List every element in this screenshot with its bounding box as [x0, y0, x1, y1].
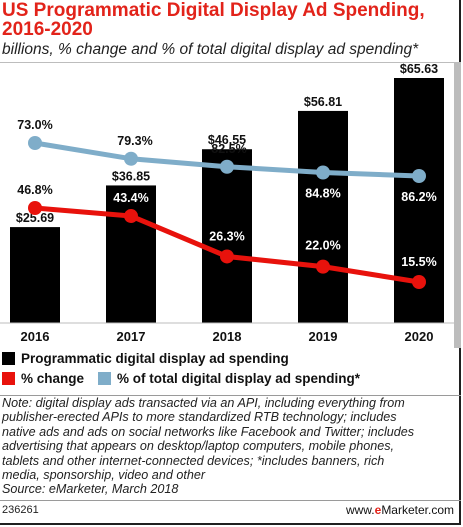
- change-value-label: 22.0%: [305, 239, 340, 253]
- change-point: [124, 209, 138, 224]
- legend-swatch-change: [2, 371, 15, 385]
- note-line: Note: digital display ads transacted via…: [2, 396, 405, 410]
- source-line: Source: eMarketer, March 2018: [2, 482, 179, 497]
- chart-id: 236261: [2, 504, 39, 516]
- bar-value-label: $25.69: [16, 211, 54, 225]
- share-value-label: 84.8%: [305, 187, 340, 201]
- chart-title-line2: 2016-2020: [2, 19, 93, 40]
- x-tick-label: 2017: [117, 329, 146, 344]
- bar-value-label: $56.81: [304, 95, 342, 109]
- change-point: [412, 275, 426, 289]
- bar: [202, 149, 252, 323]
- notes-divider: [0, 395, 461, 396]
- note-line: advertising that appears on desktop/lapt…: [2, 439, 395, 454]
- bar: [106, 185, 156, 323]
- bar-value-label: $65.63: [400, 62, 438, 76]
- legend-label-share: % of total digital display ad spending*: [117, 370, 361, 386]
- bar-value-label: $36.85: [112, 169, 150, 183]
- change-point: [316, 259, 330, 274]
- note-line: media, sponsorship, video and other: [2, 468, 206, 483]
- chart-title-line1: US Programmatic Digital Display Ad Spend…: [2, 0, 425, 21]
- bar-value-label: $46.55: [208, 133, 246, 147]
- change-point: [220, 249, 234, 264]
- share-value-label: 73.0%: [17, 118, 52, 132]
- brand-link[interactable]: www.eMarketer.com: [346, 503, 454, 517]
- brand-suffix: Marketer.com: [381, 503, 454, 517]
- share-point: [316, 165, 330, 180]
- legend-label-change: % change: [21, 370, 85, 386]
- combo-chart: $25.69 $36.85 $46.55 $56.81 $65.63 2016 2017 20…: [0, 62, 461, 348]
- right-gutter: [454, 62, 461, 348]
- note-line: tablets and other internet-connected dev…: [2, 453, 385, 468]
- share-point: [124, 151, 138, 166]
- legend-row-2: % change % of total digital display ad s…: [2, 368, 460, 388]
- change-value-label: 43.4%: [113, 191, 148, 205]
- chart-subtitle: billions, % change and % of total digita…: [2, 41, 419, 58]
- change-value-label: 15.5%: [401, 255, 436, 269]
- share-point: [412, 169, 426, 183]
- brand-prefix: www.: [345, 503, 375, 517]
- legend: Programmatic digital display ad spending…: [2, 348, 460, 388]
- x-tick-label: 2020: [405, 329, 434, 344]
- top-divider: [0, 62, 461, 63]
- share-value-label: 82.5%: [211, 142, 246, 156]
- bar: [10, 227, 60, 323]
- note-text: Note: digital display ads transacted via…: [2, 396, 460, 497]
- x-tick-label: 2018: [213, 329, 242, 344]
- share-value-label: 79.3%: [117, 134, 152, 148]
- legend-swatch-bars: [2, 351, 15, 365]
- legend-row-1: Programmatic digital display ad spending: [2, 348, 460, 368]
- chart-title: US Programmatic Digital Display Ad Spend…: [2, 1, 452, 39]
- footer-divider: [0, 500, 461, 501]
- note-line: publisher-erected APIs to more standardi…: [2, 410, 397, 425]
- x-tick-label: 2019: [309, 329, 338, 344]
- change-point: [28, 201, 42, 215]
- legend-label-spending: Programmatic digital display ad spending: [21, 350, 289, 366]
- share-point: [28, 136, 42, 150]
- change-value-label: 46.8%: [17, 183, 52, 197]
- brand-e: e: [374, 503, 382, 517]
- share-value-label: 86.2%: [401, 190, 436, 204]
- bar: [298, 110, 348, 323]
- footer: 236261 www.eMarketer.com: [2, 502, 458, 520]
- x-tick-label: 2016: [21, 329, 50, 344]
- note-line: native ads and ads on social networks li…: [2, 424, 415, 439]
- share-point: [220, 159, 234, 174]
- change-value-label: 26.3%: [209, 229, 244, 243]
- legend-swatch-share: [98, 371, 112, 385]
